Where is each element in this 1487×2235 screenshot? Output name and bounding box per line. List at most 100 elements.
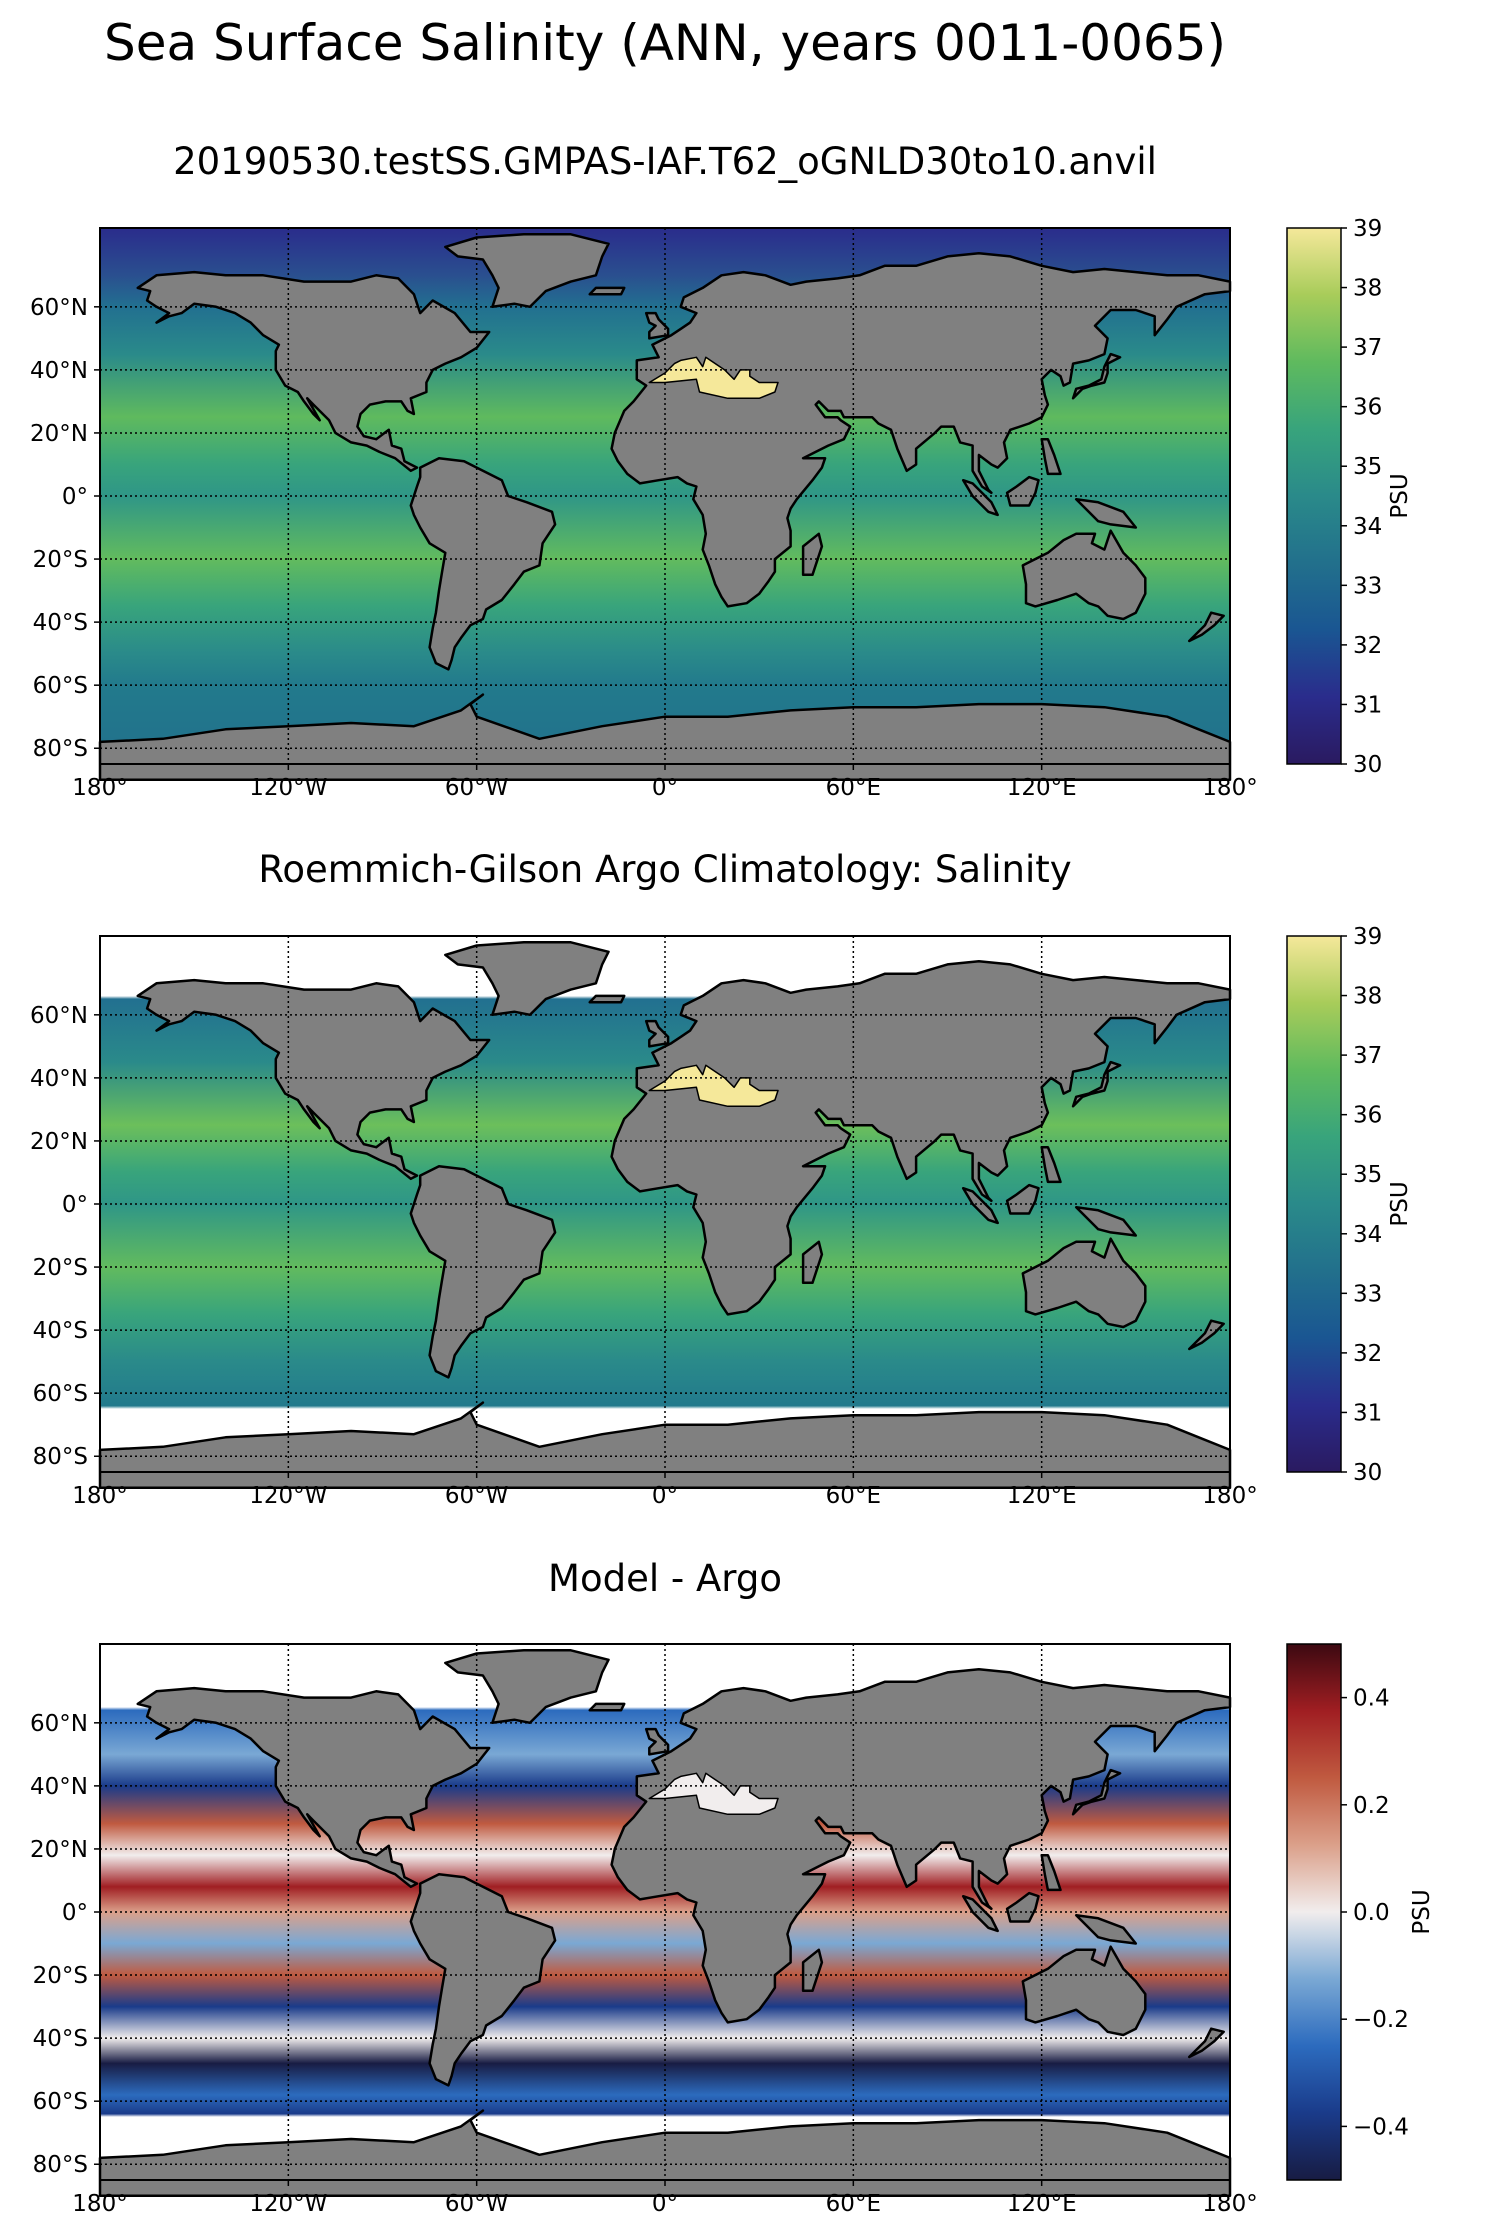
lon-tick-label: 120°W (249, 1483, 327, 1509)
colorbar-label: PSU (1387, 473, 1413, 518)
colorbar-tick-label: 39 (1353, 924, 1382, 950)
land-new-zealand (1187, 2027, 1225, 2059)
lat-tick-label: 60°S (33, 2089, 88, 2115)
land-antarctica (98, 1401, 1232, 1490)
land-japan (1071, 1060, 1122, 1108)
colorbar-tick-label: 0.0 (1353, 1900, 1390, 1926)
colorbar-tick-label: 39 (1353, 216, 1382, 242)
land-philippines (1040, 437, 1062, 476)
colorbar-tick-label: −0.2 (1353, 2007, 1409, 2033)
land-greenland (444, 941, 610, 1017)
lat-tick-label: 80°S (33, 736, 88, 762)
lon-tick-label: 180° (1202, 775, 1257, 801)
lat-tick-label: 40°S (33, 1318, 88, 1344)
land-layer (98, 233, 1232, 782)
land-south-america (409, 1872, 557, 2087)
map-panel-3: 180° 120°W 60°W 0° 60°E 120°E 180° 60°N 40°N 20°N… (30, 1643, 1435, 2217)
colorbar-tick-label: 30 (1353, 752, 1382, 778)
lon-tick-label: 0° (652, 775, 678, 801)
lat-tick-label: 60°S (33, 673, 88, 699)
lon-tick-label: 60°E (826, 1483, 881, 1509)
lat-tick-label: 40°N (30, 1774, 88, 1800)
land-antarctica (98, 693, 1232, 782)
land-sumatra (961, 1894, 999, 1933)
land-borneo (1005, 1891, 1040, 1923)
land-iceland (588, 994, 626, 1004)
colorbar-tick-label: 38 (1353, 984, 1382, 1010)
lat-tick-label: 0° (62, 484, 88, 510)
land-mediterranean (648, 356, 779, 400)
land-new-guinea (1074, 1913, 1138, 1945)
colorbar-tick-label: 31 (1353, 692, 1382, 718)
land-africa-eurasia (610, 251, 1232, 608)
lat-tick-label: 20°N (30, 1129, 88, 1155)
colorbar-tick-label: 0.4 (1353, 1686, 1390, 1712)
colorbar-tick-label: 30 (1353, 1460, 1382, 1486)
land-iceland (588, 1702, 626, 1712)
land-greenland (444, 1649, 610, 1725)
gridlines (100, 228, 1230, 764)
land-japan (1071, 352, 1122, 400)
land-borneo (1005, 1183, 1040, 1215)
panel-2-title: Roemmich-Gilson Argo Climatology: Salini… (258, 848, 1072, 891)
figure-suptitle: Sea Surface Salinity (ANN, years 0011-00… (103, 14, 1227, 72)
lon-tick-label: 120°E (1007, 2191, 1077, 2217)
colorbar-ramp (1286, 935, 1342, 1473)
lon-tick-label: 180° (1202, 1483, 1257, 1509)
gridlines (100, 936, 1230, 1472)
lat-tick-label: 60°S (33, 1381, 88, 1407)
land-north-america (136, 978, 491, 1181)
lon-tick-label: 60°E (826, 2191, 881, 2217)
land-uk (644, 1727, 670, 1756)
lat-tick-label: 20°S (33, 1255, 88, 1281)
land-sumatra (961, 478, 999, 517)
land-layer (98, 1649, 1232, 2198)
lat-tick-label: 40°S (33, 610, 88, 636)
lat-tick-label: 40°N (30, 358, 88, 384)
lon-tick-label: 180° (1202, 2191, 1257, 2217)
land-north-america (136, 1686, 491, 1889)
lon-tick-label: 120°E (1007, 775, 1077, 801)
lon-tick-label: 180° (72, 2191, 127, 2217)
colorbar-tick-label: 37 (1353, 1043, 1382, 1069)
lon-tick-label: 180° (72, 1483, 127, 1509)
lat-tick-label: 20°S (33, 547, 88, 573)
colorbar-tick-label: 37 (1353, 335, 1382, 361)
land-mediterranean (648, 1064, 779, 1108)
lat-tick-label: 20°S (33, 1963, 88, 1989)
land-mediterranean (648, 1772, 779, 1816)
land-australia (1021, 529, 1147, 621)
land-north-america (136, 270, 491, 473)
land-philippines (1040, 1145, 1062, 1184)
land-layer (98, 941, 1232, 1490)
land-new-guinea (1074, 497, 1138, 529)
lon-tick-label: 120°W (249, 2191, 327, 2217)
colorbar-tick-label: 32 (1353, 633, 1382, 659)
lat-tick-label: 0° (62, 1900, 88, 1926)
land-australia (1021, 1945, 1147, 2037)
colorbar-1: 30 31 32 33 34 35 36 37 38 39 PSU (1286, 216, 1413, 778)
lat-tick-label: 60°N (30, 1003, 88, 1029)
colorbar-2: 30 31 32 33 34 35 36 37 38 39 PSU (1286, 924, 1413, 1486)
land-madagascar (801, 532, 824, 577)
lat-tick-label: 0° (62, 1192, 88, 1218)
colorbar-label: PSU (1387, 1181, 1413, 1226)
land-greenland (444, 233, 610, 309)
land-new-zealand (1187, 611, 1225, 643)
panel-1-title: 20190530.testSS.GMPAS-IAF.T62_oGNLD30to1… (173, 140, 1157, 183)
map-panel-2: 180° 120°W 60°W 0° 60°E 120°E 180° 60°N 40°N 20°N… (30, 924, 1413, 1509)
colorbar-tick-label: 35 (1353, 1162, 1382, 1188)
land-new-zealand (1187, 1319, 1225, 1351)
land-uk (644, 1019, 670, 1048)
land-south-america (409, 456, 557, 671)
colorbar-tick-label: 35 (1353, 454, 1382, 480)
colorbar-ramp (1286, 1643, 1342, 2181)
land-new-guinea (1074, 1205, 1138, 1237)
lat-tick-label: 80°S (33, 1444, 88, 1470)
land-borneo (1005, 475, 1040, 507)
land-madagascar (801, 1948, 824, 1993)
lat-tick-label: 20°N (30, 421, 88, 447)
land-madagascar (801, 1240, 824, 1285)
lon-tick-label: 60°E (826, 775, 881, 801)
